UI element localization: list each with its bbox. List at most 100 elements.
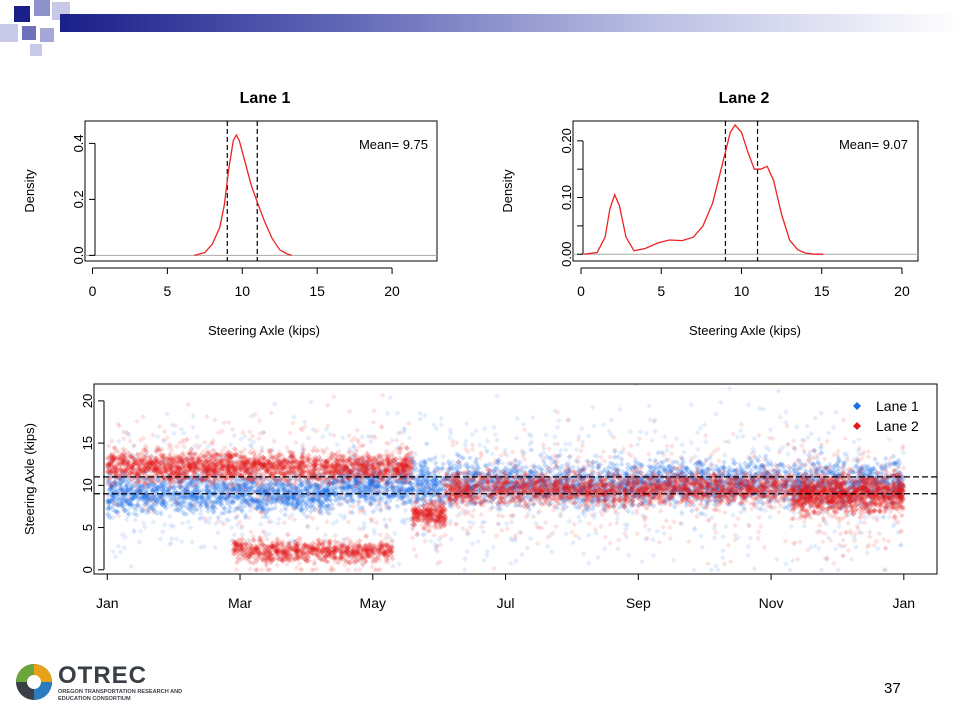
scatter-point [272, 496, 278, 503]
scatter-point [118, 497, 125, 504]
scatter-point [105, 512, 111, 518]
scatter-point [178, 479, 185, 486]
y-axis-label: Density [500, 169, 515, 213]
scatter-point [129, 502, 136, 508]
scatter-point [131, 529, 138, 535]
scatter-point [109, 485, 115, 491]
scatter-point [255, 485, 262, 492]
scatter-point [256, 488, 262, 495]
scatter-point [197, 500, 203, 507]
scatter-point [175, 478, 182, 484]
scatter-point [310, 497, 317, 503]
scatter-point [325, 483, 331, 490]
scatter-point [830, 424, 837, 431]
scatter-point [438, 422, 444, 428]
density-line [194, 133, 292, 257]
scatter-point [261, 488, 268, 495]
scatter-point [261, 489, 267, 496]
scatter-point [567, 441, 573, 447]
scatter-point [321, 487, 328, 494]
scatter-point [221, 505, 227, 511]
scatter-point [172, 491, 178, 498]
scatter-point [223, 453, 229, 459]
scatter-point [277, 485, 283, 491]
scatter-point [179, 485, 186, 492]
scatter-point [314, 525, 321, 532]
scatter-point [327, 506, 333, 512]
scatter-point [145, 494, 151, 501]
scatter-point [320, 492, 327, 498]
scatter-point [123, 489, 130, 496]
scatter-point [311, 466, 317, 472]
scatter-point [306, 483, 312, 490]
scatter-point [262, 551, 268, 558]
scatter-point [241, 503, 247, 510]
scatter-point [886, 514, 893, 520]
scatter-point [142, 494, 149, 500]
scatter-point [145, 484, 152, 490]
scatter-point [253, 506, 260, 512]
scatter-point [300, 494, 307, 501]
scatter-point [197, 510, 204, 517]
scatter-point [751, 565, 758, 572]
scatter-point [229, 489, 235, 495]
scatter-point [303, 486, 310, 492]
scatter-point [272, 544, 278, 551]
scatter-point [315, 493, 322, 500]
scatter-point [116, 438, 122, 445]
scatter-point [258, 500, 265, 507]
scatter-point [208, 486, 214, 493]
scatter-point [135, 498, 141, 504]
scatter-point [308, 503, 314, 509]
scatter-point [767, 514, 773, 520]
scatter-point [250, 479, 257, 485]
scatter-point [249, 499, 256, 505]
scatter-point [161, 492, 168, 498]
scatter-point [283, 494, 290, 500]
scatter-point [224, 499, 230, 506]
scatter-point [323, 426, 330, 433]
scatter-point [285, 493, 291, 500]
scatter-point [134, 502, 141, 509]
scatter-point [317, 474, 323, 481]
scatter-point [267, 485, 274, 492]
scatter-point [120, 469, 126, 476]
scatter-point [734, 434, 741, 440]
scatter-point [239, 465, 246, 471]
scatter-point [292, 488, 299, 495]
scatter-point [141, 501, 148, 508]
scatter-point [793, 424, 800, 430]
scatter-point [600, 421, 607, 428]
scatter-point [257, 482, 264, 488]
scatter-point [106, 472, 113, 478]
scatter-point [323, 487, 330, 494]
scatter-point [557, 447, 564, 454]
scatter-point [227, 494, 233, 500]
scatter-point [290, 503, 297, 510]
scatter-point [137, 483, 143, 489]
scatter-point [853, 544, 859, 550]
scatter-point [270, 486, 277, 493]
scatter-point [128, 563, 134, 570]
scatter-point [105, 499, 112, 506]
scatter-point [421, 412, 428, 419]
scatter-point [125, 477, 131, 484]
scatter-point [294, 488, 301, 494]
scatter-point [122, 498, 129, 504]
scatter-point [137, 528, 144, 534]
scatter-point [297, 507, 304, 513]
scatter-point [618, 461, 625, 467]
scatter-point [312, 496, 318, 502]
scatter-point [327, 473, 333, 479]
scatter-point [194, 461, 200, 468]
scatter-point [131, 494, 138, 501]
scatter-point [639, 558, 645, 565]
scatter-point [562, 441, 569, 447]
scatter-point [115, 481, 122, 487]
scatter-point [278, 499, 284, 506]
scatter-point [256, 500, 262, 506]
scatter-point [107, 485, 114, 491]
scatter-point [259, 497, 266, 504]
scatter-point [227, 505, 233, 511]
scatter-point [745, 401, 752, 408]
